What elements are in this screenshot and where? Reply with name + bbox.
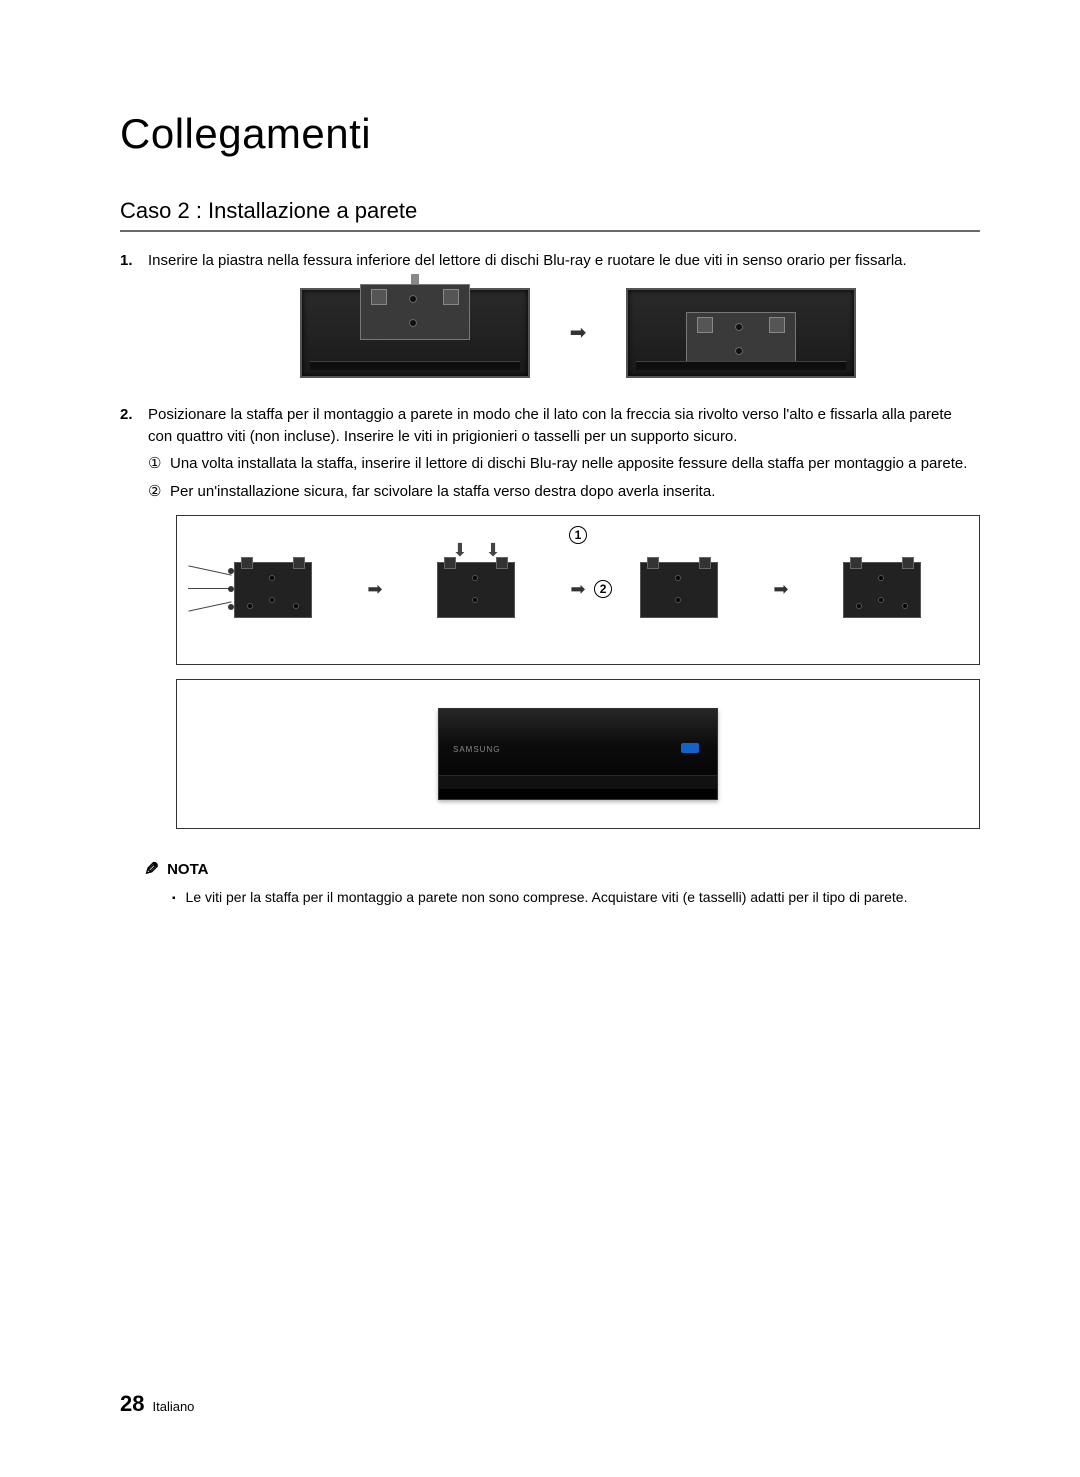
mounted-player-panel: SAMSUNG	[176, 679, 980, 829]
note-icon: ✎	[144, 859, 159, 880]
wall-bracket-final-icon	[843, 562, 921, 618]
note-item-1: Le viti per la staffa per il montaggio a…	[186, 888, 908, 908]
note-block: ✎ NOTA ▪ Le viti per la staffa per il mo…	[144, 859, 980, 908]
step-2-text: Posizionare la staffa per il montaggio a…	[148, 404, 980, 448]
wall-bracket-icon	[234, 562, 312, 618]
bullet-icon: ▪	[172, 892, 176, 908]
wall-mount-sequence-panel: 1 2 ➡ ⬇⬇ ➡	[176, 515, 980, 665]
step-2-sub1-text: Una volta installata la staffa, inserire…	[170, 453, 980, 475]
section-title: Caso 2 : Installazione a parete	[120, 198, 980, 232]
step-1-number: 1.	[120, 250, 148, 272]
illustration-step1: ➡	[176, 288, 980, 378]
wall-bracket-slide-icon	[640, 562, 718, 618]
step-2-number: 2.	[120, 404, 148, 503]
device-with-bottom-bracket	[626, 288, 856, 378]
step-2: 2. Posizionare la staffa per il montaggi…	[120, 404, 980, 503]
step-2-sub1: ① Una volta installata la staffa, inseri…	[148, 453, 980, 475]
screws-icon	[188, 562, 234, 618]
arrow-right-icon: ➡	[773, 579, 788, 600]
illustration-step2: 1 2 ➡ ⬇⬇ ➡	[176, 515, 980, 829]
step-2-sub2-text: Per un'installazione sicura, far scivola…	[170, 481, 980, 503]
page-heading: Collegamenti	[120, 110, 980, 158]
wall-bracket-insert-icon	[437, 562, 515, 618]
page-footer: 28 Italiano	[120, 1391, 194, 1417]
page-language: Italiano	[152, 1399, 194, 1414]
step-2-sub2-num: ②	[148, 481, 170, 503]
step-2-sub2: ② Per un'installazione sicura, far scivo…	[148, 481, 980, 503]
arrow-right-icon: ➡	[570, 579, 585, 600]
step-1: 1. Inserire la piastra nella fessura inf…	[120, 250, 980, 272]
bluray-player-icon: SAMSUNG	[438, 708, 718, 800]
note-label: NOTA	[167, 861, 208, 878]
arrow-right-icon: ➡	[570, 320, 587, 345]
step-1-text: Inserire la piastra nella fessura inferi…	[148, 250, 980, 272]
arrow-right-icon: ➡	[367, 579, 382, 600]
device-with-top-bracket	[300, 288, 530, 378]
bluray-logo-icon	[681, 743, 699, 753]
page-number: 28	[120, 1391, 144, 1417]
player-brand-label: SAMSUNG	[453, 745, 500, 754]
step-2-sub1-num: ①	[148, 453, 170, 475]
